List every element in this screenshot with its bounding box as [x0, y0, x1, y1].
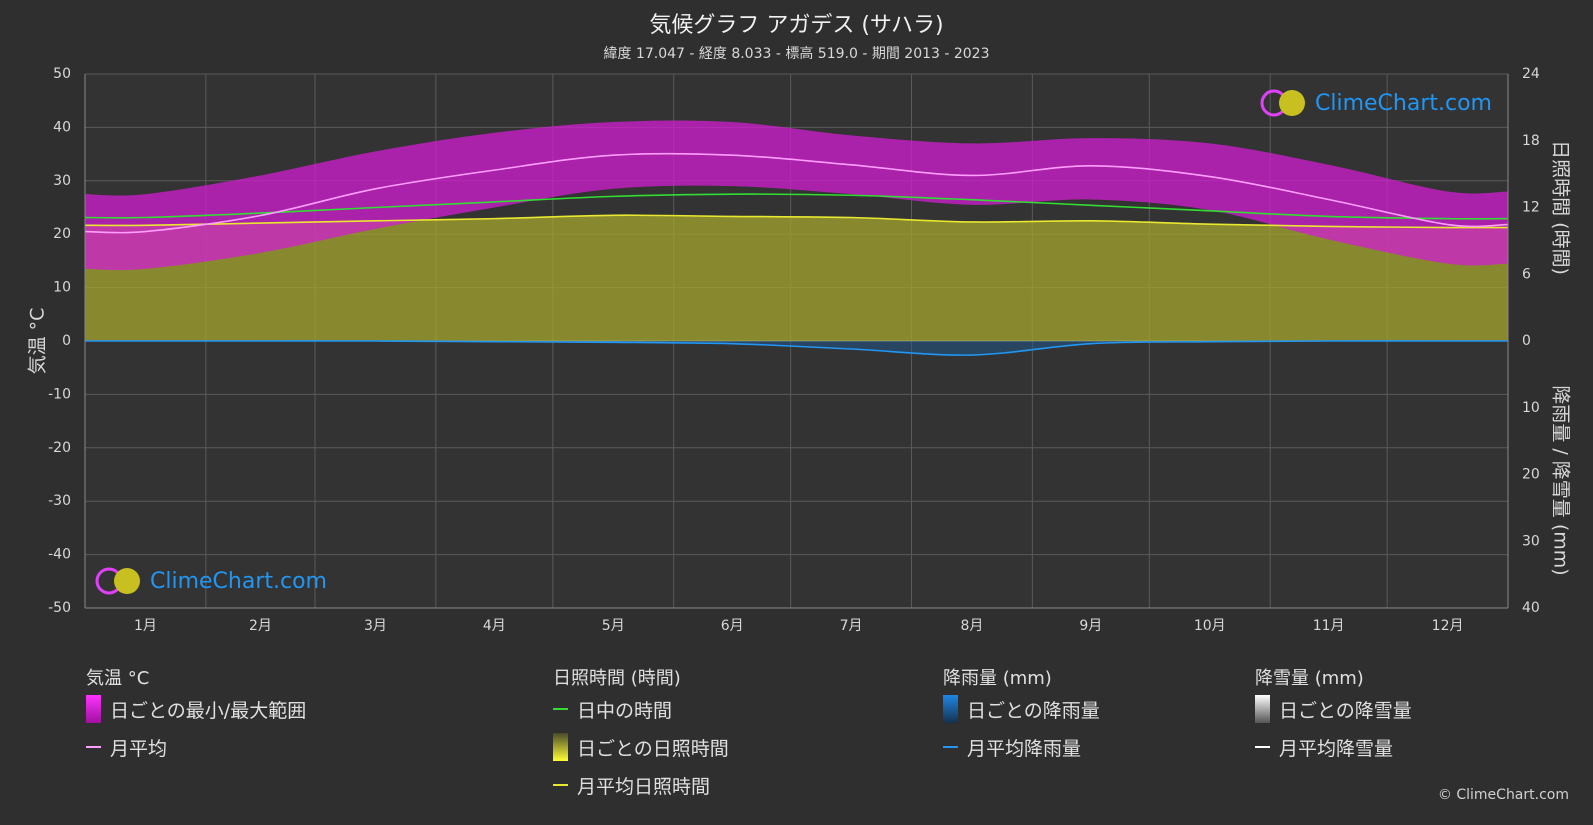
x-tick-label: 2月: [249, 618, 272, 634]
logo-text: ClimeChart.com: [1315, 90, 1492, 116]
sunshine-avg-line: [84, 214, 1509, 229]
y-axis-label-left: 気温 °C: [27, 308, 49, 375]
legend-temperature: 気温 °C 日ごとの最小/最大範囲 月平均: [86, 664, 306, 766]
y-tick-label-right-top: 24: [1522, 66, 1540, 82]
legend-heading: 気温 °C: [86, 668, 150, 689]
legend-swatch: [86, 695, 101, 723]
rain-band: [85, 340, 1508, 356]
legend-item: 月平均日照時間: [553, 766, 729, 804]
x-tick-label: 7月: [840, 618, 863, 634]
logo-bottom: ClimeChart.com: [94, 566, 327, 596]
y-tick-label-left: 0: [62, 333, 71, 349]
legend-heading: 降雪量 (mm): [1255, 668, 1364, 689]
y-tick-label-right-top: 0: [1522, 333, 1531, 349]
legend-label: 月平均日照時間: [577, 775, 711, 798]
y-axis-label-right-bottom: 降雨量 / 降雪量 (mm): [1550, 385, 1572, 575]
legend-item: 日中の時間: [553, 690, 729, 728]
legend-label: 月平均: [110, 737, 168, 760]
x-tick-label: 5月: [602, 618, 625, 634]
legend-label: 日ごとの降雨量: [967, 699, 1100, 722]
logo-icon: [1260, 89, 1305, 117]
x-tick-label: 9月: [1079, 618, 1102, 634]
legend-label: 日ごとの降雪量: [1279, 699, 1412, 722]
legend-item: 月平均降雨量: [943, 728, 1100, 766]
legend-sunshine: 日照時間 (時間) 日中の時間 日ごとの日照時間 月平均日照時間: [553, 664, 729, 804]
legend-item: 日ごとの日照時間: [553, 728, 729, 766]
y-tick-label-left: 10: [53, 280, 71, 296]
legend-heading: 降雨量 (mm): [943, 668, 1052, 689]
legend-label: 月平均降雪量: [1279, 737, 1394, 760]
y-axis-label-right-top: 日照時間 (時間): [1550, 140, 1572, 275]
legend-item: 月平均降雪量: [1255, 728, 1412, 766]
y-tick-label-right-bottom: 20: [1522, 467, 1540, 483]
x-tick-label: 1月: [134, 618, 157, 634]
rain-avg-line: [84, 340, 1508, 356]
sunshine-band: [85, 215, 1508, 341]
y-tick-label-left: -10: [48, 386, 71, 402]
legend-label: 日中の時間: [577, 699, 673, 722]
y-tick-label-left: -30: [48, 493, 71, 509]
y-tick-label-left: -50: [48, 600, 71, 616]
chart-subtitle: 緯度 17.047 - 経度 8.033 - 標高 519.0 - 期間 201…: [603, 46, 990, 62]
legend-label: 日ごとの最小/最大範囲: [110, 699, 307, 722]
x-tick-label: 11月: [1313, 618, 1345, 634]
daylight-line: [84, 193, 1509, 220]
y-tick-label-right-bottom: 30: [1522, 533, 1540, 549]
y-tick-label-right-top: 6: [1522, 266, 1531, 282]
legend-swatch: [553, 733, 568, 761]
legend-swatch: [553, 708, 568, 710]
legend-rain: 降雨量 (mm) 日ごとの降雨量 月平均降雨量: [943, 664, 1100, 766]
x-tick-label: 10月: [1194, 618, 1226, 634]
legend-swatch: [943, 695, 958, 723]
y-tick-label-right-bottom: 40: [1522, 600, 1540, 616]
chart-title: 気候グラフ アガデス (サハラ): [649, 13, 944, 38]
y-tick-label-left: 40: [53, 119, 71, 135]
y-tick-label-left: -20: [48, 440, 71, 456]
temp-avg-line: [84, 152, 1509, 234]
legend-swatch: [943, 746, 958, 748]
legend-label: 月平均降雨量: [967, 737, 1082, 760]
legend-swatch: [553, 784, 568, 786]
copyright: © ClimeChart.com: [1437, 787, 1569, 803]
y-tick-label-right-top: 12: [1522, 200, 1540, 216]
logo-icon: [95, 567, 140, 595]
y-tick-label-left: 50: [53, 66, 71, 82]
legend-label: 日ごとの日照時間: [577, 737, 729, 760]
legend-heading: 日照時間 (時間): [553, 668, 681, 689]
legend-swatch: [1255, 746, 1270, 748]
legend-item: 月平均: [86, 728, 306, 766]
legend-swatch: [1255, 695, 1270, 723]
y-tick-label-right-top: 18: [1522, 133, 1540, 149]
legend-item: 日ごとの降雪量: [1255, 690, 1412, 728]
logo-top: ClimeChart.com: [1259, 88, 1492, 118]
temp-range-band: [85, 120, 1508, 271]
legend-snow: 降雪量 (mm) 日ごとの降雪量 月平均降雪量: [1255, 664, 1412, 766]
legend-item: 日ごとの降雨量: [943, 690, 1100, 728]
x-tick-label: 8月: [960, 618, 983, 634]
y-tick-label-left: 30: [53, 173, 71, 189]
x-tick-label: 12月: [1432, 618, 1464, 634]
y-tick-label-left: -40: [48, 547, 71, 563]
x-tick-label: 4月: [483, 618, 506, 634]
climate-chart: 50 40 30 20 10 0 -10 -20 -30 -40 -50 24 18 12 6 0 10 20 30…: [27, 66, 1572, 634]
x-tick-label: 3月: [364, 618, 387, 634]
y-tick-label-left: 20: [53, 226, 71, 242]
y-tick-label-right-bottom: 10: [1522, 400, 1540, 416]
legend-swatch: [86, 746, 101, 748]
logo-text: ClimeChart.com: [150, 568, 327, 594]
legend-item: 日ごとの最小/最大範囲: [86, 690, 306, 728]
x-tick-label: 6月: [721, 618, 744, 634]
